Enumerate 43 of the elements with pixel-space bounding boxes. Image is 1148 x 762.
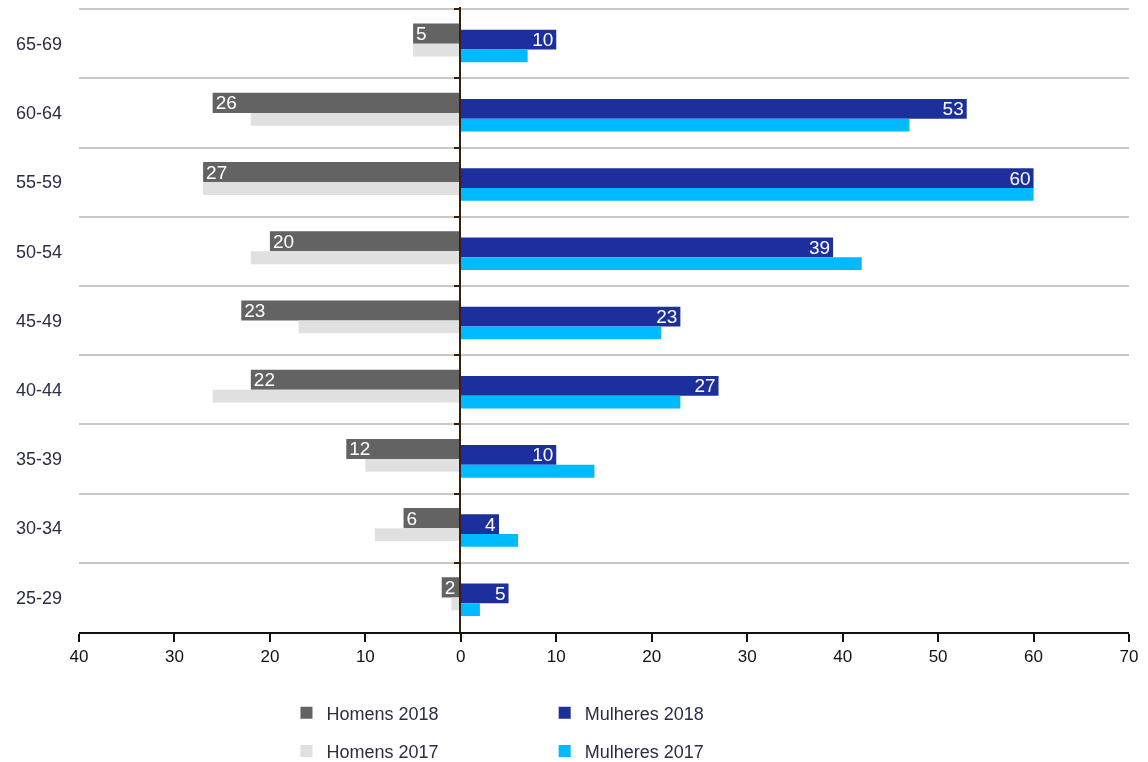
- data-label: 10: [532, 444, 554, 466]
- data-label: 23: [244, 300, 266, 322]
- x-tick-label: 10: [546, 647, 566, 667]
- data-label: 10: [532, 29, 554, 51]
- y-tick-label: 40-44: [15, 380, 62, 401]
- data-label: 20: [272, 230, 295, 252]
- x-tick-label: 0: [456, 647, 466, 667]
- y-tick-label: 50-54: [15, 241, 62, 262]
- data-label: 26: [215, 92, 237, 114]
- data-label: 4: [485, 513, 496, 535]
- y-tick-label: 65-69: [15, 33, 62, 54]
- y-tick-label: 35-39: [15, 449, 62, 470]
- y-tick-label: 55-59: [15, 172, 62, 193]
- x-tick-label: 10: [355, 647, 375, 667]
- x-tick-label: 20: [260, 647, 280, 667]
- x-tick-label: 70: [1119, 647, 1139, 667]
- data-label: 2: [444, 576, 456, 598]
- data-label: 39: [808, 236, 831, 258]
- legend-label: Homens 2018: [326, 703, 439, 724]
- x-tick-label: 50: [928, 647, 948, 667]
- x-tick-label: 30: [737, 647, 757, 667]
- x-tick-label: 60: [1024, 647, 1044, 667]
- data-label: 23: [656, 306, 678, 328]
- x-tick-label: 20: [642, 647, 662, 667]
- legend-label: Homens 2017: [326, 742, 439, 762]
- legend-label: Mulheres 2017: [584, 742, 704, 762]
- legend-label: Mulheres 2018: [584, 703, 704, 724]
- data-label: 5: [416, 23, 427, 45]
- y-tick-label: 30-34: [15, 518, 62, 539]
- data-label: 53: [942, 98, 964, 120]
- data-label: 6: [406, 507, 418, 529]
- x-tick-label: 40: [69, 647, 89, 667]
- data-label: 12: [349, 438, 371, 460]
- x-tick-label: 30: [164, 647, 184, 667]
- data-label: 60: [1009, 167, 1031, 189]
- data-label: 27: [694, 375, 716, 397]
- data-label: 5: [494, 582, 506, 604]
- y-tick-label: 60-64: [15, 103, 62, 124]
- data-label: 27: [206, 161, 228, 183]
- x-tick-label: 40: [833, 647, 853, 667]
- data-label: 22: [253, 369, 275, 391]
- y-tick-label: 25-29: [15, 587, 62, 608]
- y-tick-label: 45-49: [15, 310, 62, 331]
